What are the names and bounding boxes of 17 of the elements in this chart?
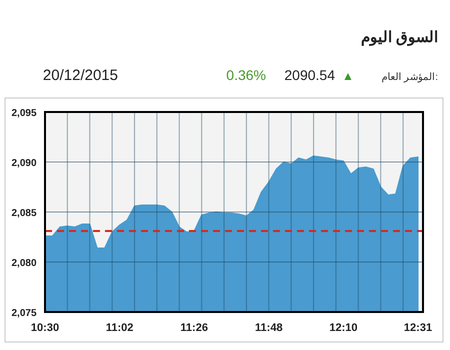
annotation: المؤشر العام: [381,72,438,83]
x-tick-label: 11:02 [106,322,134,334]
x-tick-label: 12:31 [404,322,432,334]
y-tick-label: 2,090 [11,158,37,169]
annotation: 20/12/2015 [42,67,118,84]
x-tick-label: 10:30 [30,322,60,334]
annotation: 0.36% [226,67,266,83]
y-tick-label: 2,075 [11,308,37,319]
y-tick-label: 2,095 [11,108,37,119]
x-tick-label: 12:10 [329,322,358,334]
y-tick-label: 2,080 [11,258,37,269]
annotation: 2090.54 [284,67,335,83]
title: السوق اليوم [360,29,438,46]
x-tick-label: 11:48 [255,322,283,334]
y-tick-label: 2,085 [11,208,37,219]
x-tick-label: 11:26 [180,322,208,334]
annotation: ▲ [342,69,354,83]
